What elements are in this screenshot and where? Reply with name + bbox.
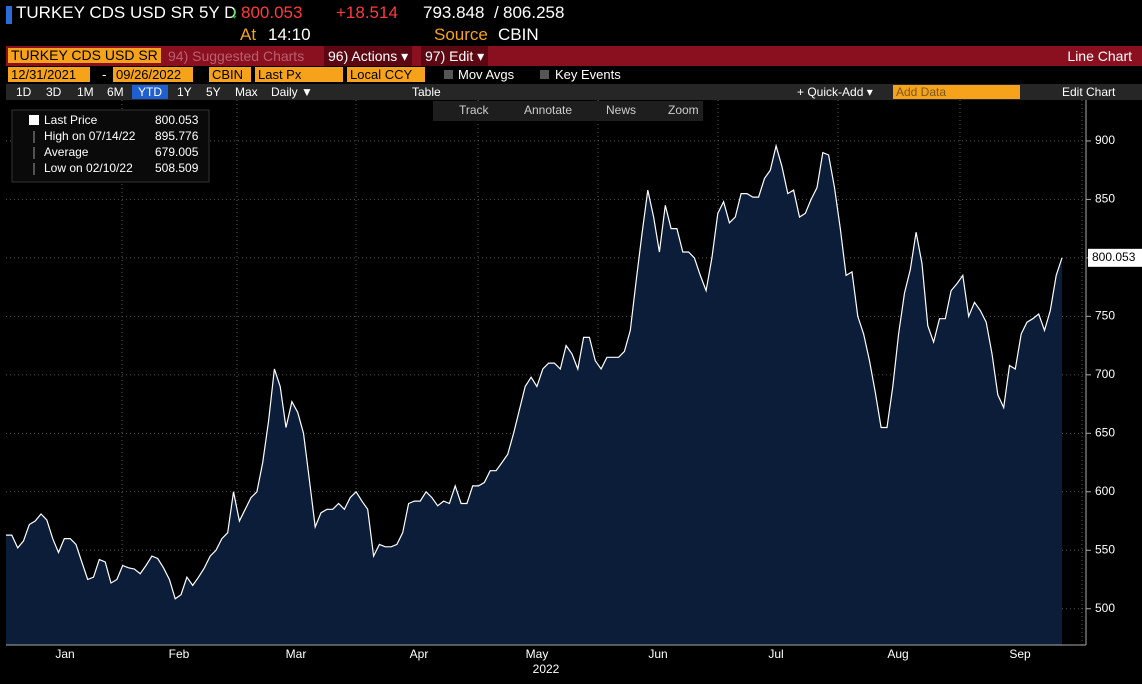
x-tick-label: Jan	[55, 647, 74, 661]
field[interactable]: Last Px	[255, 67, 343, 82]
x-tick-label: Mar	[286, 647, 307, 661]
legend-label: High on 07/14/22	[44, 129, 136, 143]
security[interactable]: TURKEY CDS USD SR	[8, 48, 161, 63]
source-label: Source	[434, 25, 488, 44]
range[interactable]: 1M	[77, 85, 94, 99]
legend-value: 679.005	[155, 145, 199, 159]
year-label: 2022	[533, 662, 560, 676]
x-tick-label: May	[526, 647, 549, 661]
mov-avgs[interactable]: Mov Avgs	[458, 67, 515, 82]
y-tick-label: 700	[1095, 367, 1115, 381]
actions[interactable]: 96) Actions ▾	[324, 46, 413, 66]
time: 14:10	[268, 25, 311, 44]
suggested[interactable]: 94) Suggested Charts	[168, 48, 305, 64]
source: CBIN	[498, 25, 539, 44]
area	[6, 145, 1062, 645]
end-date[interactable]: 09/26/2022	[113, 67, 193, 82]
x-tick-label: Jun	[648, 647, 667, 661]
legend-value: 895.776	[155, 129, 199, 143]
x-tick-label: Sep	[1009, 647, 1031, 661]
line	[6, 143, 1063, 600]
ask: 806.258	[503, 3, 565, 22]
tool[interactable]: News	[606, 103, 636, 117]
key-events[interactable]: Key Events	[555, 67, 621, 82]
y-tick-label: 650	[1095, 425, 1115, 439]
range[interactable]: Max	[235, 85, 258, 99]
y-tick-label: 500	[1095, 601, 1115, 615]
y-tick-label: 900	[1095, 133, 1115, 147]
last-tag-label: 800.053	[1092, 250, 1136, 264]
x-tick-label: Jul	[768, 647, 783, 661]
range[interactable]: 1Y	[177, 85, 192, 99]
legend-swatch	[29, 115, 39, 125]
tool[interactable]: Track	[459, 103, 490, 117]
checkbox[interactable]	[540, 70, 549, 79]
start-date[interactable]: 12/31/2021	[8, 67, 90, 82]
quick-add[interactable]: + Quick-Add ▾	[797, 85, 873, 99]
legend-value: 508.509	[155, 161, 199, 175]
x-tick-label: Feb	[169, 647, 190, 661]
at-label: At	[240, 25, 257, 44]
source-field[interactable]: CBIN	[209, 67, 251, 82]
slash: /	[494, 3, 499, 22]
currency[interactable]: Local CCY	[347, 67, 425, 82]
x-tick-label: Aug	[887, 647, 908, 661]
range[interactable]: 1D	[16, 85, 32, 99]
legend-label: Low on 02/10/22	[44, 161, 133, 175]
bid: 793.848	[423, 3, 485, 22]
y-tick-label: 850	[1095, 192, 1115, 206]
price: 800.053	[241, 3, 303, 22]
range[interactable]: 6M	[107, 85, 124, 99]
table[interactable]: Table	[412, 85, 441, 99]
ticker-marker	[6, 6, 12, 24]
checkbox[interactable]	[444, 70, 453, 79]
ticker: TURKEY CDS USD SR 5Y D	[16, 3, 237, 22]
tool-strip	[433, 101, 703, 121]
range[interactable]: 3D	[46, 85, 62, 99]
tool[interactable]: Zoom	[668, 103, 699, 117]
dash: -	[102, 67, 107, 82]
last-tag	[1088, 248, 1142, 267]
arrow: ↓	[230, 3, 239, 22]
range-bar	[6, 84, 1142, 100]
menu-bar	[6, 46, 1142, 66]
chart-type[interactable]: Line Chart	[1067, 48, 1132, 64]
period[interactable]: Daily ▼	[271, 85, 313, 99]
edit[interactable]: 97) Edit ▾	[421, 46, 489, 66]
range[interactable]: YTD	[132, 85, 168, 99]
edit-chart[interactable]: Edit Chart	[1062, 85, 1116, 99]
legend-box	[11, 109, 210, 183]
y-tick-label: 600	[1095, 484, 1115, 498]
range[interactable]: 5Y	[206, 85, 221, 99]
tool[interactable]: Annotate	[524, 103, 572, 117]
legend-label: Last Price	[44, 113, 98, 127]
legend-value: 800.053	[155, 113, 199, 127]
change: +18.514	[336, 3, 398, 22]
chart: 500550600650700750800850900800.053JanFeb…	[6, 100, 1142, 676]
x-tick-label: Apr	[410, 647, 429, 661]
y-tick-label: 550	[1095, 542, 1115, 556]
legend-label: Average	[44, 145, 89, 159]
add-data[interactable]: Add Data	[893, 85, 1020, 99]
y-tick-label: 750	[1095, 309, 1115, 323]
